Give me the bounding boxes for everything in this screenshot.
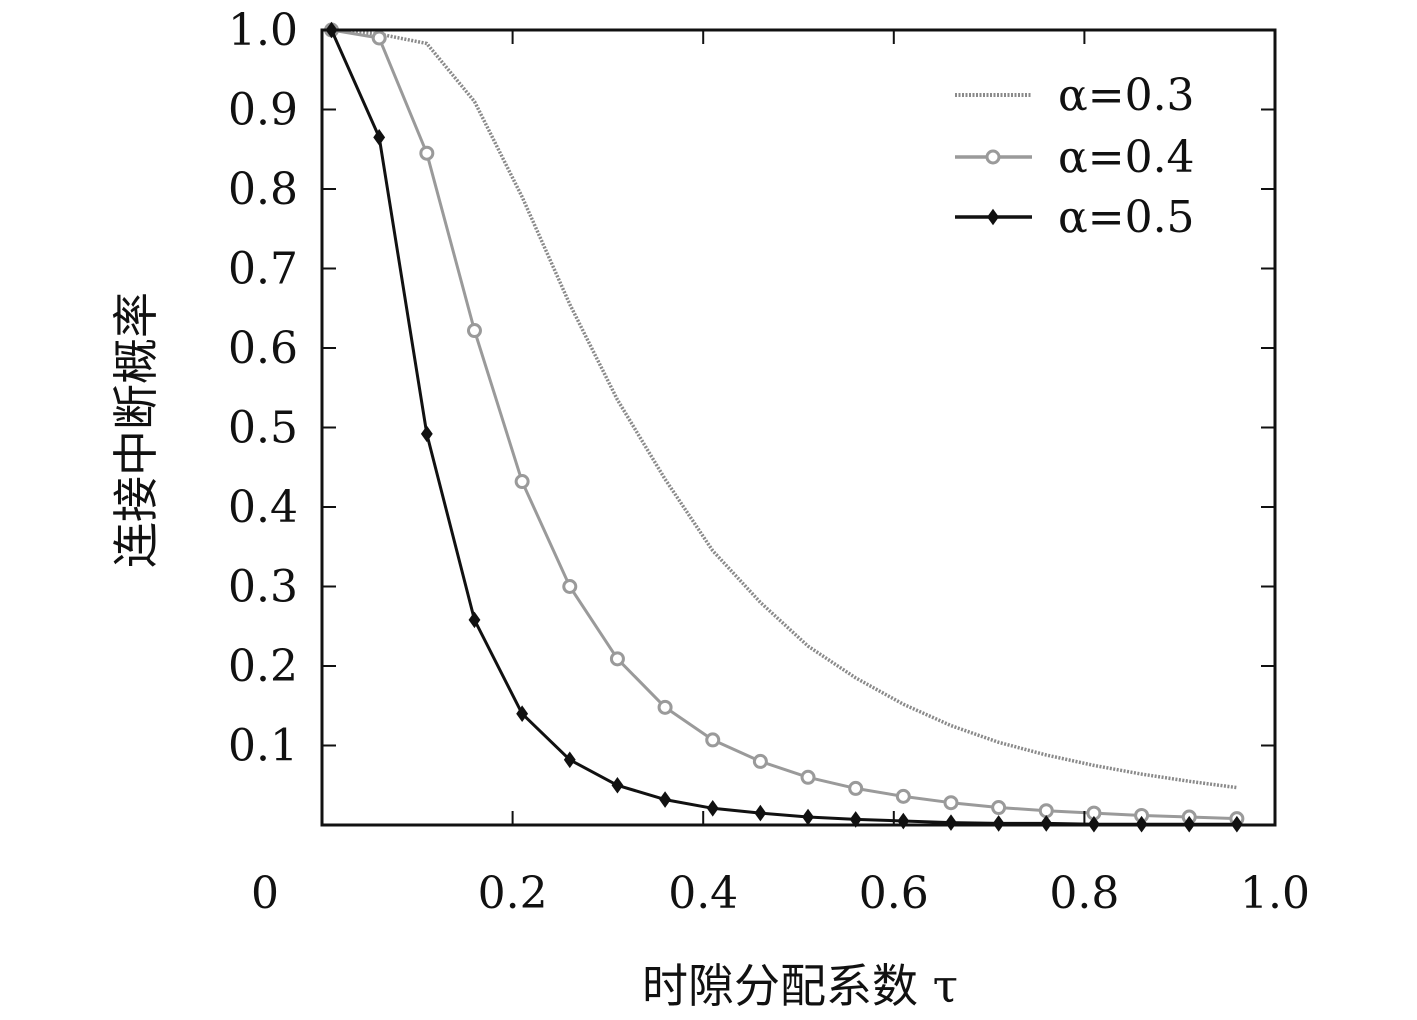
series-2	[324, 22, 1245, 827]
data-point	[659, 791, 672, 808]
y-tick-label: 0.9	[228, 85, 298, 136]
legend: α=0.3 α=0.4 α=0.5	[955, 70, 1195, 243]
y-tick-label: 0.7	[228, 244, 298, 295]
legend-entry-1: α=0.3	[955, 70, 1195, 121]
data-point	[943, 795, 959, 811]
x-tick-label: 0.4	[668, 868, 738, 919]
data-point	[468, 611, 481, 629]
data-point	[991, 800, 1007, 816]
data-point	[419, 145, 435, 161]
x-axis-label: 时隙分配系数 τ	[642, 959, 958, 1013]
ticks-layer	[322, 29, 1276, 825]
series-line	[331, 28, 1238, 790]
data-point	[1038, 803, 1054, 819]
data-point	[895, 788, 911, 804]
series-1	[331, 28, 1238, 790]
data-point	[514, 474, 530, 490]
x-tick-label: 0.6	[859, 868, 929, 919]
data-point	[800, 769, 816, 785]
data-point	[1040, 815, 1053, 832]
data-point	[754, 804, 767, 822]
data-point	[985, 149, 1001, 165]
legend-label: α=0.5	[1058, 192, 1195, 243]
y-tick-label: 0.5	[228, 403, 298, 454]
data-point	[705, 732, 721, 748]
data-point	[466, 323, 482, 339]
data-point	[373, 129, 386, 146]
data-point	[562, 579, 578, 594]
y-axis-label: 连接中断概率	[109, 292, 163, 568]
data-point	[848, 780, 864, 796]
y-tick-label: 0.8	[228, 164, 298, 215]
data-point	[706, 800, 719, 817]
x-tick-label: 1.0	[1240, 868, 1310, 919]
y-tick-label: 0.4	[228, 482, 298, 533]
series-line	[331, 28, 1237, 821]
y-tick-label: 0.3	[228, 562, 298, 613]
data-point	[563, 751, 576, 769]
x-tick-label: 0.2	[478, 868, 548, 919]
legend-entry-2: α=0.4	[955, 132, 1195, 183]
y-tick-label: 0.1	[228, 721, 298, 772]
data-point	[371, 30, 387, 46]
legend-label: α=0.3	[1058, 70, 1195, 121]
tick-labels-layer: 0.1 0.2 0.3 0.4 0.5 0.6 0.7 0.8 0.9 1.0 0.2 0.4 0.6 0…	[228, 5, 1310, 919]
data-point	[516, 705, 529, 722]
data-point	[420, 425, 433, 443]
plot-area	[322, 30, 1275, 825]
data-point	[611, 776, 624, 794]
data-point	[609, 651, 625, 667]
x-tick-label: 0.8	[1049, 868, 1119, 919]
y-tick-label: 1.0	[228, 5, 298, 56]
x-origin-label: 0	[251, 868, 279, 919]
y-tick-label: 0.2	[228, 641, 298, 692]
data-point	[752, 753, 768, 769]
legend-entry-3: α=0.5	[955, 192, 1195, 243]
data-point	[987, 208, 999, 226]
y-tick-label: 0.6	[228, 323, 298, 374]
data-point	[657, 699, 673, 715]
legend-label: α=0.4	[1058, 132, 1195, 183]
data-point	[992, 815, 1005, 832]
